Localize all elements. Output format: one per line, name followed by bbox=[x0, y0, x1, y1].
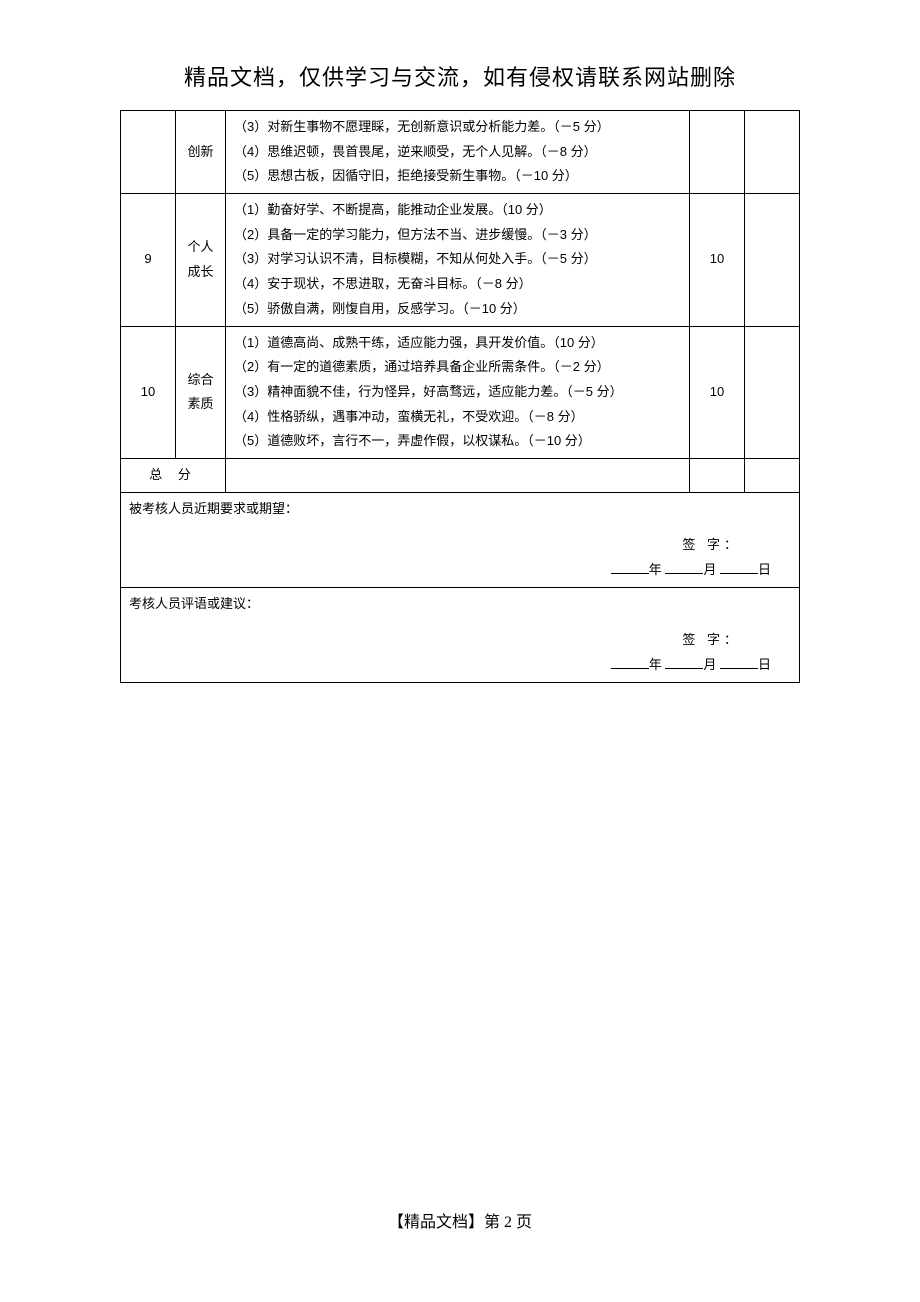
total-score bbox=[690, 458, 745, 492]
sig1-title: 被考核人员近期要求或期望： bbox=[129, 497, 791, 522]
sign-date: 年 月 日 bbox=[129, 558, 791, 583]
desc-line: （4）性格骄纵，遇事冲动，蛮横无礼，不受欢迎。（－8 分） bbox=[234, 405, 681, 430]
cell-description: （3）对新生事物不愿理睬，无创新意识或分析能力差。（－5 分） （4）思维迟顿，… bbox=[226, 111, 690, 194]
total-row: 总 分 bbox=[121, 458, 800, 492]
cell-description: （1）勤奋好学、不断提高，能推动企业发展。（10 分） （2）具备一定的学习能力… bbox=[226, 194, 690, 326]
cell-score: 10 bbox=[690, 194, 745, 326]
cell-category: 综合素质 bbox=[176, 326, 226, 458]
evaluation-table: 创新 （3）对新生事物不愿理睬，无创新意识或分析能力差。（－5 分） （4）思维… bbox=[120, 110, 800, 683]
total-blank bbox=[745, 458, 800, 492]
blank-day[interactable] bbox=[720, 561, 758, 574]
signature-row-2: 考核人员评语或建议： 签 字： 年 月 日 bbox=[121, 587, 800, 682]
cell-score bbox=[690, 111, 745, 194]
desc-line: （2）有一定的道德素质，通过培养具备企业所需条件。（－2 分） bbox=[234, 355, 681, 380]
desc-line: （4）安于现状，不思进取，无奋斗目标。（－8 分） bbox=[234, 272, 681, 297]
month-label: 月 bbox=[703, 562, 716, 577]
sign-label: 签 字： bbox=[129, 628, 791, 653]
total-label: 总 分 bbox=[121, 458, 226, 492]
cell-score: 10 bbox=[690, 326, 745, 458]
total-desc bbox=[226, 458, 690, 492]
desc-line: （5）思想古板，因循守旧，拒绝接受新生事物。（－10 分） bbox=[234, 164, 681, 189]
desc-line: （3）对新生事物不愿理睬，无创新意识或分析能力差。（－5 分） bbox=[234, 115, 681, 140]
blank-year[interactable] bbox=[611, 561, 649, 574]
year-label: 年 bbox=[649, 562, 662, 577]
month-label: 月 bbox=[703, 657, 716, 672]
cell-num: 9 bbox=[121, 194, 176, 326]
page-footer: 【精品文档】第 2 页 bbox=[0, 1208, 920, 1232]
blank-day[interactable] bbox=[720, 656, 758, 669]
table-row: 创新 （3）对新生事物不愿理睬，无创新意识或分析能力差。（－5 分） （4）思维… bbox=[121, 111, 800, 194]
cell-category: 个人成长 bbox=[176, 194, 226, 326]
cell-category: 创新 bbox=[176, 111, 226, 194]
sig2-title: 考核人员评语或建议： bbox=[129, 592, 791, 617]
desc-line: （5）道德败坏，言行不一，弄虚作假，以权谋私。（－10 分） bbox=[234, 429, 681, 454]
page: 精品文档，仅供学习与交流，如有侵权请联系网站删除 创新 （3）对新生事物不愿理睬… bbox=[0, 0, 920, 1302]
desc-line: （2）具备一定的学习能力，但方法不当、进步缓慢。（－3 分） bbox=[234, 223, 681, 248]
blank-year[interactable] bbox=[611, 656, 649, 669]
cell-blank bbox=[745, 111, 800, 194]
cell-num bbox=[121, 111, 176, 194]
desc-line: （3）精神面貌不佳，行为怪异，好高骛远，适应能力差。（－5 分） bbox=[234, 380, 681, 405]
day-label: 日 bbox=[758, 562, 771, 577]
table-row: 9 个人成长 （1）勤奋好学、不断提高，能推动企业发展。（10 分） （2）具备… bbox=[121, 194, 800, 326]
sign-date: 年 月 日 bbox=[129, 653, 791, 678]
signature-cell: 考核人员评语或建议： 签 字： 年 月 日 bbox=[121, 587, 800, 682]
cell-blank bbox=[745, 326, 800, 458]
blank-month[interactable] bbox=[665, 656, 703, 669]
cell-num: 10 bbox=[121, 326, 176, 458]
signature-cell: 被考核人员近期要求或期望： 签 字： 年 月 日 bbox=[121, 492, 800, 587]
desc-line: （1）道德高尚、成熟干练，适应能力强，具开发价值。（10 分） bbox=[234, 331, 681, 356]
signature-row-1: 被考核人员近期要求或期望： 签 字： 年 月 日 bbox=[121, 492, 800, 587]
page-header: 精品文档，仅供学习与交流，如有侵权请联系网站删除 bbox=[120, 60, 800, 92]
desc-line: （5）骄傲自满，刚愎自用，反感学习。（－10 分） bbox=[234, 297, 681, 322]
cell-blank bbox=[745, 194, 800, 326]
sign-label: 签 字： bbox=[129, 533, 791, 558]
table-row: 10 综合素质 （1）道德高尚、成熟干练，适应能力强，具开发价值。（10 分） … bbox=[121, 326, 800, 458]
year-label: 年 bbox=[649, 657, 662, 672]
day-label: 日 bbox=[758, 657, 771, 672]
desc-line: （4）思维迟顿，畏首畏尾，逆来顺受，无个人见解。（－8 分） bbox=[234, 140, 681, 165]
blank-month[interactable] bbox=[665, 561, 703, 574]
desc-line: （1）勤奋好学、不断提高，能推动企业发展。（10 分） bbox=[234, 198, 681, 223]
desc-line: （3）对学习认识不清，目标模糊，不知从何处入手。（－5 分） bbox=[234, 247, 681, 272]
cell-description: （1）道德高尚、成熟干练，适应能力强，具开发价值。（10 分） （2）有一定的道… bbox=[226, 326, 690, 458]
